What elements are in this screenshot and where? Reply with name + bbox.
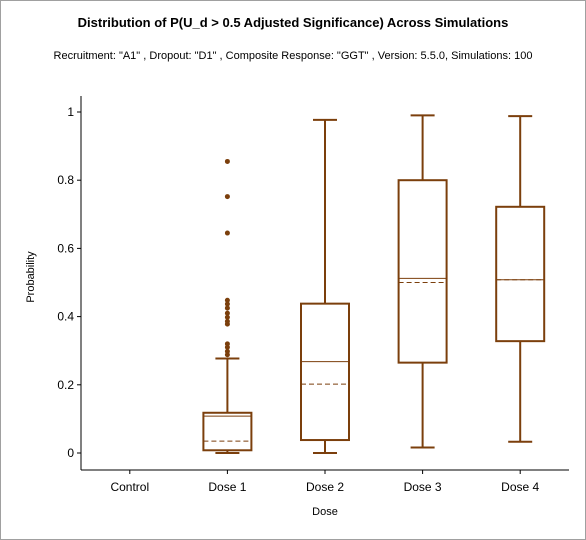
outlier-point (224, 297, 230, 303)
outlier-point (224, 314, 230, 320)
chart-subtitle: Recruitment: "A1" , Dropout: "D1" , Comp… (53, 50, 533, 62)
box-dose-2 (300, 118, 350, 454)
x-tick-label: Control (110, 480, 149, 494)
outlier-point (224, 348, 230, 354)
box-dose-1 (202, 158, 253, 454)
outlier-point (224, 158, 230, 164)
box-dose-3 (397, 114, 448, 449)
x-tick-label: Dose 2 (306, 480, 344, 494)
box-dose-4 (495, 115, 546, 443)
y-tick-label: 0.8 (57, 173, 74, 187)
y-tick-label: 0.6 (57, 241, 74, 255)
x-tick-label: Dose 1 (208, 480, 246, 494)
x-tick-label: Dose 4 (501, 480, 539, 494)
y-tick-label: 1 (67, 105, 74, 119)
outlier-point (224, 318, 230, 324)
x-axis-title: Dose (312, 506, 338, 518)
iqr-box (495, 205, 546, 343)
y-tick-label: 0 (67, 446, 74, 460)
iqr-box (300, 302, 350, 442)
x-tick-label: Dose 3 (404, 480, 442, 494)
iqr-box (202, 411, 253, 452)
y-tick-label: 0.4 (57, 310, 74, 324)
outlier-point (224, 310, 230, 316)
chart-title: Distribution of P(U_d > 0.5 Adjusted Sig… (77, 15, 509, 30)
y-tick-label: 0.2 (57, 378, 74, 392)
axis-labels: 0 0.2 0.4 0.6 0.8 1 Control Dose 1 Dose 2 Dose 3 D… (25, 105, 540, 518)
boxes (202, 114, 546, 454)
iqr-box (397, 179, 448, 364)
outlier-point (224, 341, 230, 347)
outlier-point (224, 301, 230, 307)
y-axis-title: Probability (25, 251, 37, 303)
axes (77, 96, 569, 474)
outlier-point (224, 194, 230, 200)
outlier-point (224, 230, 230, 236)
outlier-point (224, 305, 230, 311)
